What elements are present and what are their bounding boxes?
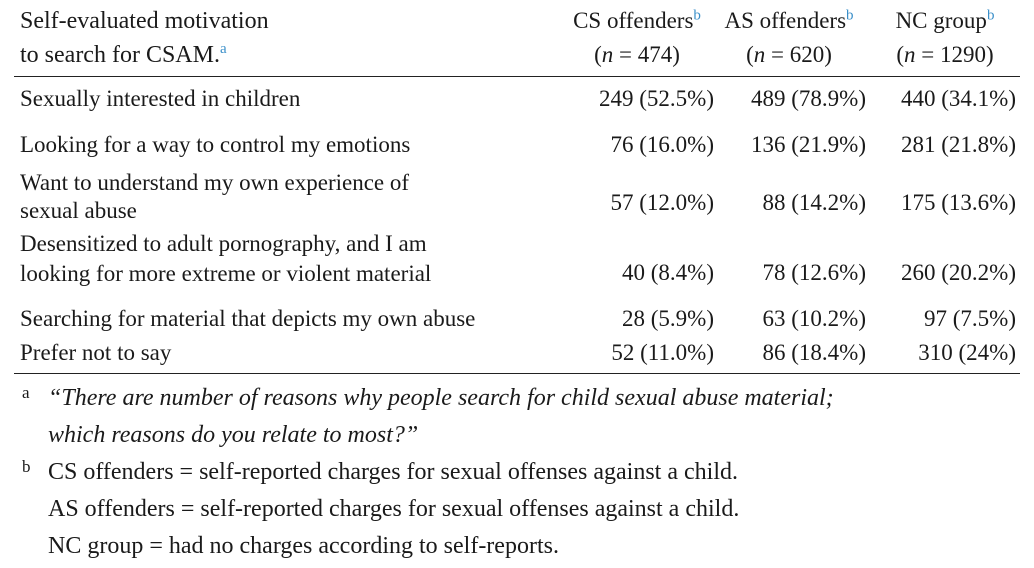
row-label: Prefer not to say — [20, 339, 171, 367]
row-label-line: Looking for a way to control my emotions — [20, 132, 411, 157]
row-value-cs: 76 (16.0%) — [610, 132, 714, 157]
table-row: Desensitized to adult pornography, and I… — [14, 229, 1020, 289]
row-value-cs: 57 (12.0%) — [610, 190, 714, 215]
col-header-as-n-value: = 620) — [765, 42, 832, 67]
footnote-b-line: CS offenders = self-reported charges for… — [48, 459, 738, 485]
table-row: Looking for a way to control my emotions… — [14, 129, 1020, 161]
table-row: Searching for material that depicts my o… — [14, 303, 1020, 335]
header-title-line2: to search for CSAM. — [20, 42, 220, 68]
footnote-a-line2: which reasons do you relate to most?” — [48, 422, 419, 448]
row-label-line: Want to understand my own experience of — [20, 170, 410, 195]
row-value-cs: 40 (8.4%) — [622, 260, 714, 285]
footnote-b-line: AS offenders = self-reported charges for… — [48, 496, 740, 522]
row-value-as: 489 (78.9%) — [751, 86, 866, 111]
col-header-cs-ref[interactable]: b — [693, 7, 701, 24]
footnote-b: b CS offenders = self-reported charges f… — [22, 454, 1022, 565]
row-label: Want to understand my own experience of … — [20, 169, 409, 225]
row-label: Sexually interested in children — [20, 85, 300, 113]
row-label-line: Prefer not to say — [20, 340, 172, 365]
row-label-line: sexual abuse — [20, 198, 137, 223]
table-header: Self-evaluated motivation to search for … — [14, 0, 1020, 77]
footnote-a-mark: a — [22, 383, 30, 402]
row-value-as: 136 (21.9%) — [751, 132, 866, 157]
header-title-ref[interactable]: a — [219, 41, 227, 57]
table-row: Prefer not to say 52 (11.0%) 86 (18.4%) … — [14, 337, 1020, 369]
row-value-nc: 97 (7.5%) — [924, 306, 1016, 331]
col-header-nc-n: (n = 1290) — [896, 42, 994, 67]
col-header-cs-name-wrap: CS offendersb — [562, 4, 712, 38]
row-value-as: 63 (10.2%) — [762, 306, 866, 331]
header-title: Self-evaluated motivation to search for … — [20, 4, 269, 72]
col-header-nc-n-value: = 1290) — [915, 42, 994, 67]
col-header-as-name-wrap: AS offendersb — [714, 4, 864, 38]
row-value-nc: 175 (13.6%) — [901, 190, 1016, 215]
col-header-cs: CS offendersb (n = 474) — [562, 4, 712, 72]
col-header-cs-n-label: n — [601, 42, 614, 67]
col-header-as-n: (n = 620) — [746, 42, 832, 67]
col-header-as-ref[interactable]: b — [846, 7, 854, 24]
footnote-b-mark: b — [22, 457, 31, 476]
row-value-as: 78 (12.6%) — [762, 260, 866, 285]
row-value-nc: 260 (20.2%) — [901, 260, 1016, 285]
footnote-b-line: NC group = had no charges according to s… — [48, 533, 559, 559]
row-value-cs: 52 (11.0%) — [611, 340, 714, 365]
footnote-a-line1: “There are number of reasons why people … — [48, 385, 834, 411]
row-label: Searching for material that depicts my o… — [20, 305, 475, 333]
col-header-as: AS offendersb (n = 620) — [714, 4, 864, 72]
row-value-as: 86 (18.4%) — [762, 340, 866, 365]
col-header-cs-n-value: = 474) — [613, 42, 680, 67]
footnote-a: a “There are number of reasons why peopl… — [22, 380, 1022, 454]
col-header-cs-name: CS offenders — [573, 8, 694, 33]
table-body: Sexually interested in children 249 (52.… — [14, 77, 1020, 374]
row-value-nc: 440 (34.1%) — [901, 86, 1016, 111]
col-header-nc-ref[interactable]: b — [986, 7, 995, 24]
col-header-nc-name: NC group — [895, 8, 987, 33]
col-header-nc-n-label: n — [904, 42, 916, 67]
col-header-nc-name-wrap: NC groupb — [870, 4, 1020, 38]
row-value-as: 88 (14.2%) — [762, 190, 866, 215]
row-value-nc: 281 (21.8%) — [901, 132, 1016, 157]
row-value-nc: 310 (24%) — [918, 340, 1016, 365]
col-header-as-n-label: n — [753, 42, 766, 67]
table-row: Sexually interested in children 249 (52.… — [14, 83, 1020, 115]
header-title-line2-wrap: to search for CSAM.a — [20, 38, 269, 72]
row-label-line: Searching for material that depicts my o… — [20, 306, 476, 331]
table-footnotes: a “There are number of reasons why peopl… — [22, 380, 1022, 565]
col-header-cs-n: (n = 474) — [594, 42, 680, 67]
row-label-line: looking for more extreme or violent mate… — [20, 261, 432, 286]
row-value-cs: 28 (5.9%) — [622, 306, 714, 331]
row-label-line: Sexually interested in children — [20, 86, 301, 111]
row-value-cs: 249 (52.5%) — [599, 86, 714, 111]
header-title-line1: Self-evaluated motivation — [20, 8, 269, 34]
motivation-table: Self-evaluated motivation to search for … — [14, 0, 1020, 374]
row-label: Looking for a way to control my emotions — [20, 131, 410, 159]
col-header-nc: NC groupb (n = 1290) — [870, 4, 1020, 72]
table-row: Want to understand my own experience of … — [14, 169, 1020, 225]
row-label: Desensitized to adult pornography, and I… — [20, 229, 431, 289]
col-header-as-name: AS offenders — [724, 8, 847, 33]
row-label-line: Desensitized to adult pornography, and I… — [20, 231, 427, 256]
